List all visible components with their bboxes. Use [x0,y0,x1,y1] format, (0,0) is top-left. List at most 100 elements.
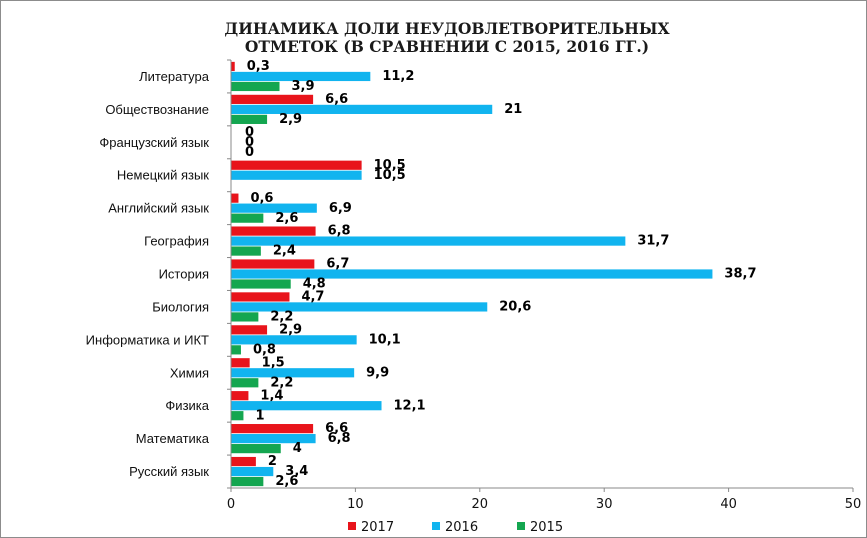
data-label-2017: 0 [245,125,254,140]
data-label-2017: 6,6 [325,92,348,107]
category-group-10: Физика 1,4 12,1 1 [165,388,425,423]
data-label-2017: 1,4 [260,388,283,403]
data-label-2017: 1,5 [262,355,285,370]
data-label-2017: 0,3 [247,59,270,74]
category-label: Немецкий язык [117,168,209,183]
category-label: Обществознание [105,102,209,117]
category-group-9: Химия 1,5 9,9 2,2 [170,355,389,390]
bar-2017 [231,292,290,302]
legend-item-2015: 2015 [517,520,563,535]
data-label-2015: 2,6 [275,211,298,226]
bar-2016 [231,368,355,378]
bar-2016 [231,170,362,180]
category-label: Литература [139,69,210,84]
category-group-3: Немецкий язык 10,510,5 [117,158,406,183]
data-label-2016: 31,7 [637,234,669,249]
data-label-2017: 6,7 [326,257,349,272]
data-label-2015: 2,6 [275,474,298,489]
bar-2016 [231,302,488,312]
plot-area: Литература0,311,23,9Обществознание6,6212… [86,59,757,489]
data-label-2017: 2 [268,454,277,469]
legend-item-2017: 2017 [348,520,394,535]
bar-2015 [231,114,268,124]
bar-2016 [231,203,317,213]
bar-2017 [231,325,268,335]
category-group-5: География 6,8 31,7 2,4 [144,224,669,259]
data-label-2016: 6,9 [329,201,352,216]
data-label-2015: 2,9 [279,112,302,127]
bar-2017 [231,259,315,269]
category-label: Биология [152,299,209,314]
bar-2015 [231,312,259,322]
category-label: Физика [165,398,209,413]
bar-2017 [231,160,362,170]
category-group-1: Обществознание 6,6 21 2,9 [105,92,522,127]
category-group-7: Биология 4,7 20,6 2,2 [152,290,531,325]
data-label-2015: 1 [255,408,264,423]
bar-2016 [231,335,357,345]
data-label-2015: 0 [245,145,254,160]
x-tick-label: 20 [472,497,489,512]
category-label: Информатика и ИКТ [86,332,209,347]
category-label: Французский язык [99,135,209,150]
bar-2016 [231,104,493,114]
x-tick-label: 0 [227,497,235,512]
bar-2015 [231,476,264,487]
bar-2015 [231,444,281,454]
data-label-2017: 4,7 [301,290,324,305]
x-tick-label: 30 [596,497,613,512]
data-label-2017: 0,6 [250,191,273,206]
data-label-2015: 0,8 [253,342,276,357]
category-group-6: История 6,7 38,7 4,8 [159,257,757,292]
data-label-2016: 21 [504,102,522,117]
category-label: Математика [136,431,210,446]
category-label: История [159,267,209,282]
legend-item-2016: 2016 [432,520,478,535]
x-tick-label: 50 [845,497,862,512]
bar-2016 [231,269,713,279]
legend-swatch [432,522,440,530]
legend-swatch [348,522,356,530]
data-label-2016: 6,8 [328,431,351,446]
legend-label: 2016 [445,520,478,535]
data-label-2017: 10,5 [374,158,406,173]
chart-title-line-1: ДИНАМИКА ДОЛИ НЕУДОВЛЕТВОРИТЕЛЬНЫХ [224,19,670,38]
bar-2015 [231,279,291,289]
data-label-2015: 3,9 [292,79,315,94]
bar-2016 [231,401,382,411]
legend: 2017 2016 2015 [348,520,563,535]
bar-2017 [231,193,239,203]
bar-2017 [231,226,316,236]
bar-2016 [231,466,274,477]
legend-label: 2015 [530,520,563,535]
category-label: Химия [170,365,209,380]
data-label-2016: 20,6 [499,300,531,315]
data-label-2016: 10,1 [369,332,401,347]
bar-2015 [231,213,264,223]
bar-2015 [231,378,259,388]
x-tick-label: 40 [720,497,737,512]
data-label-2015: 2,2 [270,310,293,325]
data-label-2016: 0 [245,135,254,150]
x-tick-label: 10 [347,497,364,512]
bar-2015 [231,345,241,355]
category-label: Русский язык [129,464,209,479]
data-label-2015: 2,2 [270,375,293,390]
category-label: География [144,234,209,249]
data-label-2017: 6,8 [328,224,351,239]
bar-2016 [231,71,371,82]
chart-title-line-2: ОТМЕТОК (В СРАВНЕНИИ С 2015, 2016 ГГ.) [245,37,649,56]
data-label-2015: 4 [293,441,302,456]
category-label: Английский язык [108,201,209,216]
bar-2016 [231,236,626,246]
data-label-2017: 2,9 [279,322,302,337]
category-group-8: Информатика и ИКТ 2,9 10,1 0,8 [86,322,401,357]
bar-2015 [231,411,244,421]
legend-swatch [517,522,525,530]
data-label-2016: 12,1 [394,398,426,413]
bar-2016 [231,434,316,444]
legend-label: 2017 [361,520,394,535]
bar-2015 [231,246,261,256]
